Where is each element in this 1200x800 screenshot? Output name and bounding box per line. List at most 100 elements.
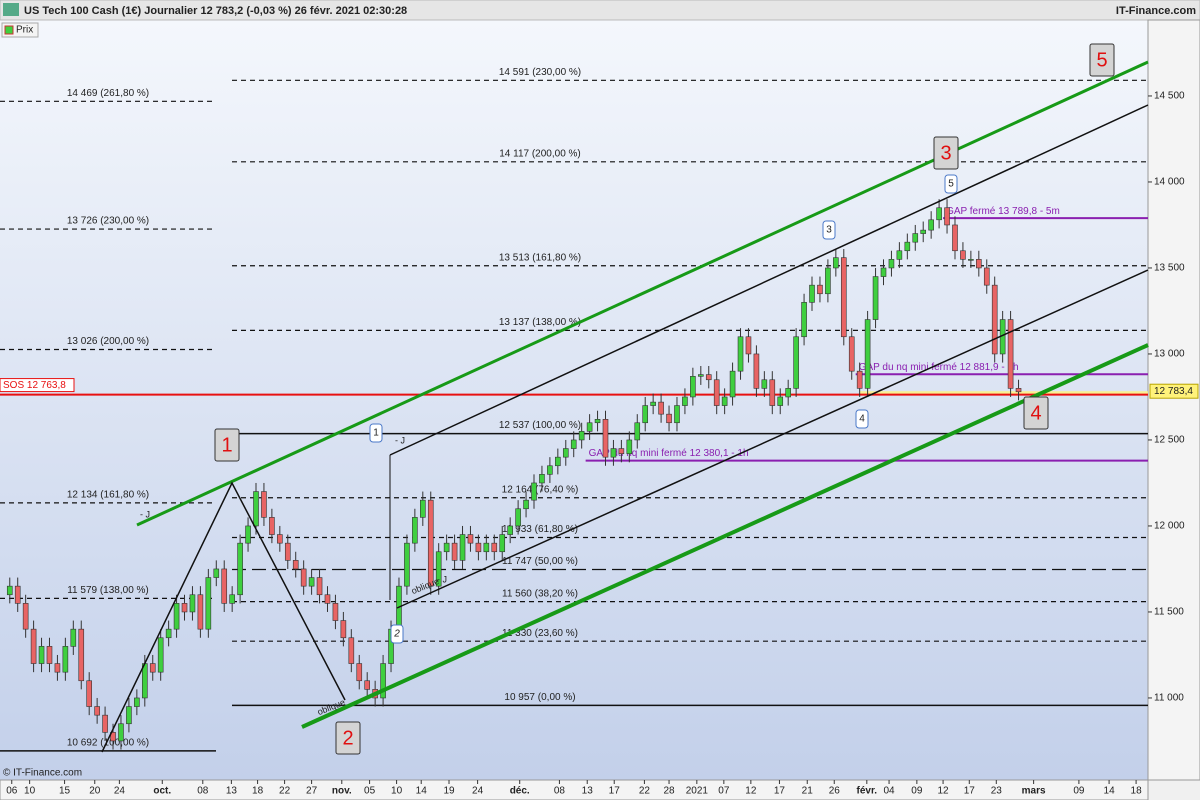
candle-body <box>62 646 69 673</box>
candle-body <box>467 534 474 544</box>
subwave-box <box>944 174 958 194</box>
candle-body <box>634 422 641 441</box>
y-tick-label: 11 000 <box>1154 693 1184 704</box>
candle-body <box>991 284 998 355</box>
candle-body <box>793 336 799 389</box>
subwave-box <box>822 220 836 240</box>
x-tick-label: 19 <box>443 786 455 797</box>
candle-body <box>547 465 553 475</box>
sos-label: SOS 12 763,8 <box>3 380 66 391</box>
gap-label: GAP fermé 13 789,8 - 5m <box>946 206 1060 217</box>
candle-body <box>960 250 966 260</box>
x-tick-label: 13 <box>226 786 238 797</box>
subwave-label: 3 <box>826 225 832 236</box>
x-tick-label: 07 <box>718 786 730 797</box>
candle-body <box>189 594 196 613</box>
candle-body <box>928 219 934 231</box>
x-tick-label: 08 <box>197 786 209 797</box>
fib-level-label: 12 537 (100,00 %) <box>499 420 581 431</box>
y-tick-label: 12 500 <box>1154 435 1185 446</box>
x-tick-label: 10 <box>391 786 403 797</box>
candle-body <box>54 663 61 673</box>
y-tick-label: 14 500 <box>1154 91 1185 102</box>
candle-body <box>332 603 339 621</box>
candle-body <box>642 405 649 424</box>
candle-body <box>110 732 116 742</box>
candle-body <box>713 379 720 406</box>
candle-body <box>356 663 363 682</box>
candle-body <box>269 517 275 535</box>
candle-body <box>134 697 140 707</box>
x-tick-label: 21 <box>802 786 814 797</box>
candle-body <box>555 456 561 467</box>
x-axis-panel <box>0 779 1149 800</box>
candle-body <box>443 542 450 553</box>
candle-body <box>570 439 577 449</box>
candle-body <box>316 577 323 596</box>
fib-level-label: 12 134 (161,80 %) <box>67 490 149 501</box>
x-tick-label: 24 <box>472 786 484 797</box>
candle-body <box>523 499 529 510</box>
subwave-label: 2 <box>393 629 400 640</box>
legend-label: Prix <box>16 25 33 36</box>
candle-body <box>30 628 37 664</box>
wave-label: 2 <box>342 727 353 749</box>
wave-box <box>1023 396 1049 430</box>
candle-body <box>848 336 855 372</box>
legend-icon <box>4 25 14 35</box>
x-tick-label: mars <box>1022 786 1046 797</box>
candle-body <box>968 259 974 261</box>
x-tick-label: 22 <box>279 786 291 797</box>
candle-body <box>586 422 593 432</box>
note: - J <box>140 509 150 519</box>
price-band <box>860 391 1148 395</box>
candle-body <box>483 542 490 553</box>
x-tick-label: oct. <box>153 786 171 797</box>
candle-body <box>761 379 768 389</box>
wave-label: 4 <box>1030 402 1041 424</box>
fib-level-label: 14 591 (230,00 %) <box>499 67 581 78</box>
candle-body <box>491 542 498 553</box>
x-tick-label: nov. <box>332 786 352 797</box>
candle-body <box>261 491 267 518</box>
candle-body <box>562 448 569 458</box>
wave-label: 1 <box>221 434 232 456</box>
candle-body <box>435 551 442 587</box>
candle-body <box>531 482 537 501</box>
x-tick-label: 06 <box>6 786 18 797</box>
drawings <box>101 60 1149 753</box>
x-tick-label: 04 <box>883 786 895 797</box>
candle-body <box>300 568 307 587</box>
fib-level-label: 11 747 (50,00 %) <box>502 556 578 567</box>
candle-body <box>856 370 863 389</box>
candle-body <box>1015 388 1022 393</box>
x-tick-label: 15 <box>59 786 71 797</box>
candle-body <box>753 353 760 389</box>
candle-body <box>70 628 77 647</box>
candle-body <box>157 637 164 673</box>
candle-body <box>721 396 728 406</box>
candle-body <box>936 207 942 221</box>
candle-body <box>277 534 283 544</box>
candle-body <box>801 302 807 338</box>
candle-body <box>737 336 744 372</box>
x-tick-label: 2021 <box>686 786 709 797</box>
candle-body <box>944 207 950 226</box>
fib-level-label: 13 513 (161,80 %) <box>499 252 581 263</box>
x-tick-label: 17 <box>609 786 621 797</box>
candle-body <box>515 508 521 527</box>
subwave-label: 5 <box>948 179 954 190</box>
candle-body <box>864 319 871 389</box>
x-tick-label: 13 <box>582 786 594 797</box>
y-tick-label: 14 000 <box>1154 177 1185 188</box>
x-tick-label: 14 <box>416 786 428 797</box>
x-tick-label: 05 <box>364 786 376 797</box>
candle-body <box>197 594 204 630</box>
candle-body <box>983 267 990 286</box>
y-tick-label: 13 000 <box>1154 349 1185 360</box>
subwave-label: 4 <box>859 414 865 425</box>
x-tick-label: 20 <box>89 786 101 797</box>
fib-level-label: 10 692 (100,00 %) <box>67 738 149 749</box>
x-tick-label: 26 <box>829 786 841 797</box>
